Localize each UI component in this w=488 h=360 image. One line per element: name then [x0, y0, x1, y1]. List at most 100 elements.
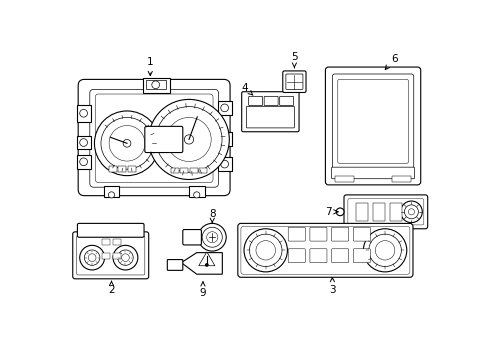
Circle shape: [109, 126, 144, 161]
FancyBboxPatch shape: [248, 96, 262, 105]
Circle shape: [80, 139, 87, 147]
FancyBboxPatch shape: [285, 74, 302, 89]
FancyBboxPatch shape: [282, 71, 305, 93]
Circle shape: [220, 135, 228, 143]
Circle shape: [404, 205, 418, 219]
Text: 6: 6: [385, 54, 397, 69]
Circle shape: [80, 109, 87, 117]
Circle shape: [151, 81, 159, 89]
Bar: [389, 203, 401, 221]
Circle shape: [101, 117, 153, 169]
FancyBboxPatch shape: [73, 232, 148, 279]
Bar: [180, 168, 188, 173]
Bar: [334, 176, 353, 182]
FancyBboxPatch shape: [78, 80, 230, 195]
FancyBboxPatch shape: [343, 195, 427, 229]
Text: 3: 3: [328, 278, 335, 294]
Bar: [77, 155, 90, 169]
FancyBboxPatch shape: [332, 74, 413, 169]
Bar: [355, 203, 367, 221]
FancyBboxPatch shape: [183, 230, 201, 245]
Bar: [103, 186, 119, 197]
Circle shape: [206, 232, 217, 243]
Circle shape: [184, 135, 193, 144]
Circle shape: [193, 192, 200, 198]
FancyBboxPatch shape: [309, 227, 326, 241]
Bar: [127, 166, 135, 172]
FancyBboxPatch shape: [264, 96, 278, 105]
FancyBboxPatch shape: [77, 223, 144, 237]
Circle shape: [368, 234, 401, 266]
Text: 4: 4: [241, 83, 252, 95]
Circle shape: [94, 111, 159, 176]
Polygon shape: [198, 252, 215, 266]
Bar: [372, 203, 384, 221]
FancyBboxPatch shape: [331, 227, 348, 241]
Circle shape: [84, 250, 100, 265]
FancyBboxPatch shape: [241, 226, 409, 274]
Circle shape: [407, 209, 414, 215]
FancyBboxPatch shape: [331, 249, 348, 263]
Polygon shape: [181, 253, 222, 274]
Bar: [217, 101, 231, 115]
Circle shape: [88, 254, 96, 261]
Circle shape: [336, 208, 343, 216]
FancyBboxPatch shape: [331, 167, 414, 179]
FancyBboxPatch shape: [352, 249, 369, 263]
Circle shape: [205, 264, 207, 266]
Bar: [109, 166, 117, 172]
Circle shape: [363, 229, 406, 272]
Bar: [113, 239, 121, 245]
FancyBboxPatch shape: [95, 94, 213, 183]
Text: 9: 9: [199, 282, 206, 298]
Bar: [171, 168, 179, 173]
Text: 1: 1: [146, 58, 153, 76]
Bar: [102, 239, 110, 245]
Bar: [142, 78, 169, 93]
Bar: [77, 105, 90, 122]
FancyBboxPatch shape: [337, 80, 407, 163]
Text: 2: 2: [108, 281, 115, 294]
Bar: [113, 253, 121, 259]
Circle shape: [80, 158, 87, 166]
Circle shape: [80, 245, 104, 270]
FancyBboxPatch shape: [309, 249, 326, 263]
Circle shape: [220, 104, 228, 112]
Circle shape: [156, 107, 222, 172]
FancyBboxPatch shape: [90, 89, 218, 187]
Bar: [146, 80, 165, 89]
Text: 5: 5: [290, 52, 297, 68]
FancyBboxPatch shape: [246, 106, 294, 128]
Circle shape: [122, 254, 129, 261]
Circle shape: [148, 99, 229, 180]
Circle shape: [113, 245, 138, 270]
Bar: [217, 132, 231, 145]
Bar: [189, 168, 197, 173]
Text: 7: 7: [325, 207, 337, 217]
Text: 8: 8: [208, 209, 215, 222]
Circle shape: [202, 227, 222, 247]
FancyBboxPatch shape: [287, 227, 305, 241]
FancyBboxPatch shape: [352, 227, 369, 241]
FancyBboxPatch shape: [279, 96, 293, 105]
Circle shape: [123, 139, 131, 147]
Bar: [199, 168, 206, 173]
Bar: [102, 253, 110, 259]
Circle shape: [166, 117, 211, 162]
Circle shape: [375, 240, 394, 260]
Circle shape: [400, 201, 422, 222]
Bar: [189, 186, 204, 197]
Bar: [77, 136, 90, 149]
FancyBboxPatch shape: [237, 223, 412, 277]
Bar: [118, 166, 126, 172]
FancyBboxPatch shape: [347, 199, 423, 225]
FancyBboxPatch shape: [144, 126, 183, 153]
Circle shape: [244, 229, 287, 272]
Circle shape: [118, 250, 133, 265]
FancyBboxPatch shape: [325, 67, 420, 185]
Circle shape: [198, 223, 226, 251]
Circle shape: [255, 240, 275, 260]
FancyBboxPatch shape: [287, 249, 305, 263]
Circle shape: [220, 160, 228, 168]
Circle shape: [108, 192, 114, 198]
